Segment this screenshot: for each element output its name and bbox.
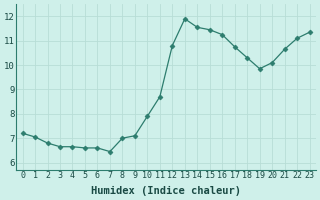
- X-axis label: Humidex (Indice chaleur): Humidex (Indice chaleur): [91, 186, 241, 196]
